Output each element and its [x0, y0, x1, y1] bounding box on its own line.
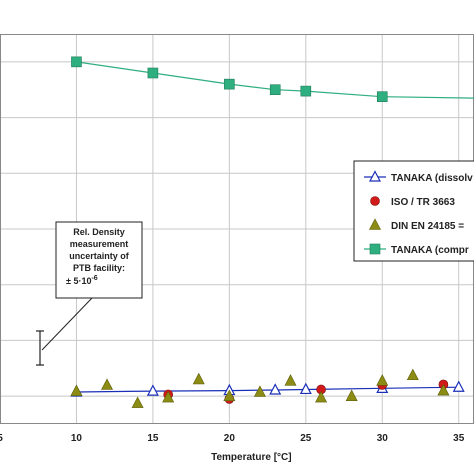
legend-marker	[369, 218, 381, 230]
data-point	[71, 56, 82, 68]
x-tick-label: 5	[0, 433, 3, 444]
legend-item: TANAKA (compr	[364, 243, 469, 256]
data-point	[70, 384, 83, 396]
series-3	[70, 368, 450, 408]
legend-item: ISO / TR 3663	[370, 196, 455, 208]
data-point	[452, 380, 465, 392]
data-point	[223, 389, 236, 401]
data-point	[162, 390, 175, 403]
data-point	[269, 84, 281, 96]
annotation-line-1: Rel. Density	[73, 227, 125, 237]
legend-label: DIN EN 24185 =	[391, 221, 464, 232]
series-1	[70, 380, 465, 397]
x-tick-label: 15	[147, 433, 159, 444]
data-point	[269, 383, 282, 395]
data-point	[300, 85, 312, 97]
data-point	[146, 384, 159, 396]
series-line	[76, 386, 459, 393]
annotation-line-2: measurement	[70, 239, 129, 249]
x-tick-label: 20	[224, 433, 236, 444]
legend-item: DIN EN 24185 =	[369, 218, 464, 232]
legend-label: ISO / TR 3663	[391, 197, 455, 208]
data-point	[437, 383, 450, 396]
legend-item: TANAKA (dissolv	[364, 170, 473, 184]
data-point	[345, 389, 358, 401]
series-4	[71, 56, 474, 102]
annotation-line-3: uncertainty of	[69, 251, 130, 261]
data-point	[147, 67, 159, 79]
legend-label: TANAKA (compr	[391, 245, 469, 256]
uncertainty-annotation: Rel. Density measurement uncertainty of …	[36, 221, 143, 366]
legend-marker	[369, 243, 381, 255]
data-point	[101, 378, 114, 390]
data-point	[376, 91, 388, 102]
series-layer	[70, 56, 474, 408]
legend-items: TANAKA (dissolv ISO / TR 3663 DIN EN 24185…	[364, 170, 473, 256]
legend: TANAKA (dissolv ISO / TR 3663 DIN EN 24185…	[353, 160, 474, 262]
x-tick-label: 35	[453, 433, 465, 444]
legend-label: TANAKA (dissolv	[391, 173, 473, 184]
x-tick-label: 10	[71, 433, 83, 444]
annotation-line-5: ± 5·10-6	[66, 275, 98, 286]
data-point	[406, 368, 419, 381]
annotation-box	[55, 221, 143, 299]
data-point	[224, 78, 235, 90]
annotation-exponent: -6	[91, 275, 97, 282]
data-point	[192, 372, 205, 385]
data-point	[315, 390, 328, 403]
x-axis-ticks: 5 10 15 20 25 30 35	[0, 433, 465, 444]
legend-marker	[370, 196, 380, 206]
x-axis-label: Temperature [°C]	[211, 452, 292, 463]
data-point	[299, 382, 312, 395]
data-point	[376, 374, 389, 386]
annotation-leader-line	[41, 297, 93, 351]
data-point	[284, 374, 297, 386]
data-point	[131, 396, 144, 408]
x-tick-label: 30	[377, 433, 389, 444]
legend-marker	[369, 170, 381, 182]
annotation-line-4: PTB facility:	[73, 263, 125, 273]
annotation-value: ± 5·10	[66, 276, 91, 286]
x-tick-label: 25	[300, 433, 312, 444]
data-point	[253, 385, 266, 397]
